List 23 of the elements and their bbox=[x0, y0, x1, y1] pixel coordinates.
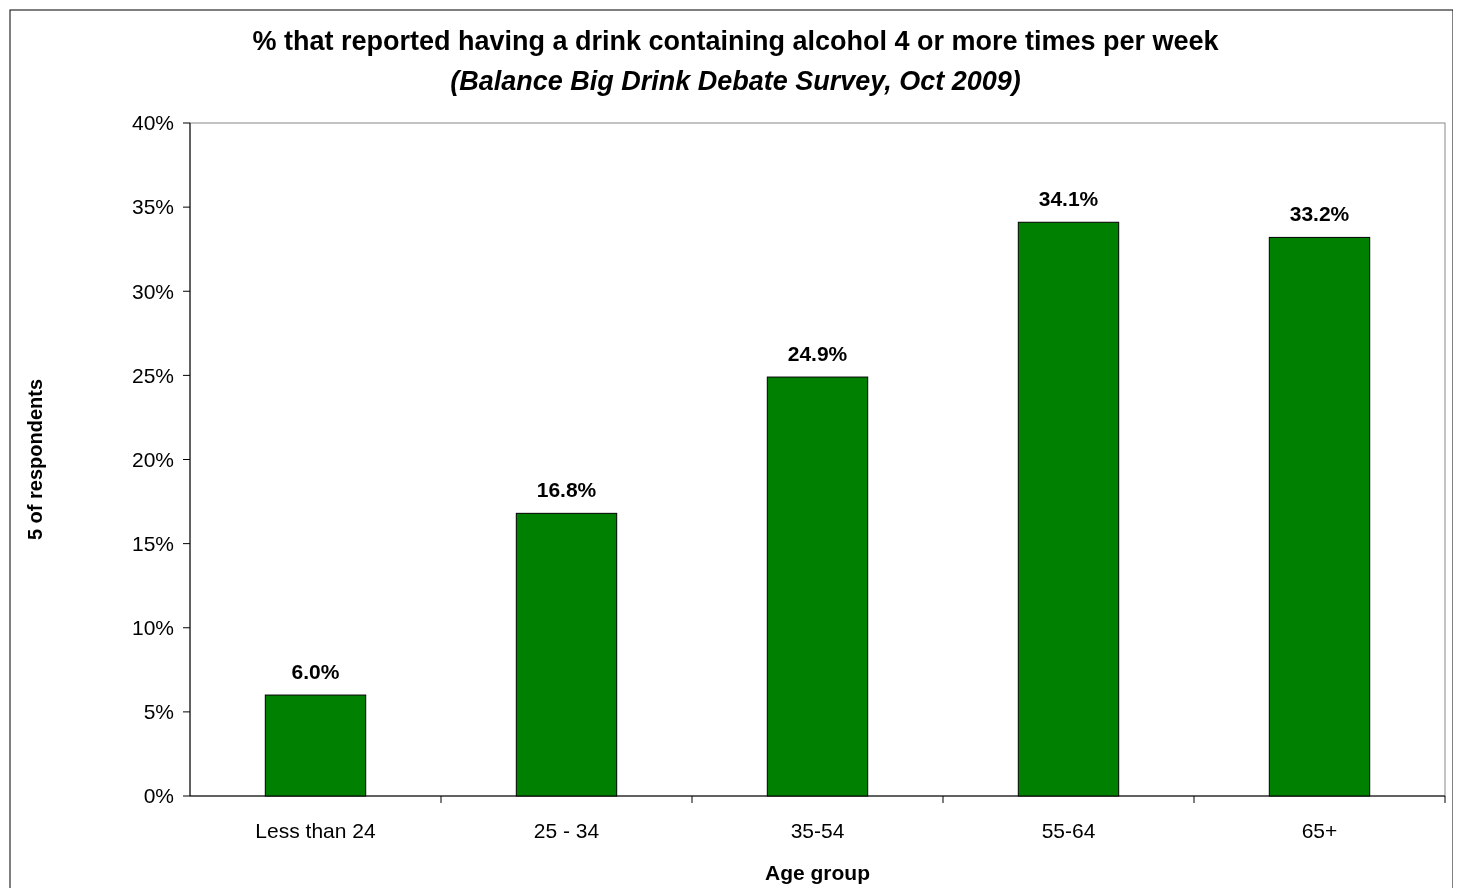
y-tick-label: 15% bbox=[131, 531, 174, 555]
chart-title: % that reported having a drink containing alcohol 4 or more times per week bbox=[252, 26, 1220, 56]
chart-subtitle: (Balance Big Drink Debate Survey, Oct 2009) bbox=[450, 66, 1021, 96]
y-tick-label: 10% bbox=[131, 616, 174, 640]
x-tick-label: 25 - 34 bbox=[533, 819, 600, 842]
y-tick-label: 20% bbox=[131, 447, 174, 471]
y-tick-label: 40% bbox=[131, 111, 174, 135]
x-tick-label: 55-64 bbox=[1041, 819, 1096, 842]
data-label: 33.2% bbox=[1289, 202, 1350, 226]
y-tick-label: 30% bbox=[131, 279, 174, 303]
x-tick-label: 65+ bbox=[1301, 819, 1338, 842]
data-label: 34.1% bbox=[1038, 187, 1099, 211]
x-tick-label: 35-54 bbox=[790, 819, 845, 842]
y-tick-label: 35% bbox=[131, 195, 174, 219]
y-tick-label: 0% bbox=[143, 784, 174, 808]
x-tick-label: Less than 24 bbox=[255, 819, 376, 842]
data-label: 16.8% bbox=[536, 478, 597, 502]
data-label: 6.0% bbox=[291, 660, 340, 684]
y-tick-label: 25% bbox=[131, 363, 174, 387]
x-axis-title: Age group bbox=[765, 861, 870, 884]
data-label: 24.9% bbox=[787, 342, 848, 366]
y-axis-title: 5 of respondents bbox=[24, 378, 46, 541]
y-tick-label: 5% bbox=[143, 700, 174, 724]
